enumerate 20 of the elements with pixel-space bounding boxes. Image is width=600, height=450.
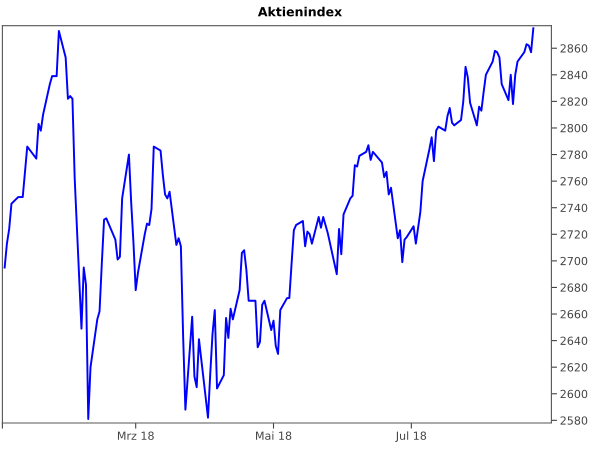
y-tick-label: 2600	[560, 390, 588, 398]
y-tick-label: 2760	[560, 177, 588, 186]
y-tick-label: 2660	[560, 310, 588, 318]
y-tick-label: 2780	[560, 150, 588, 159]
x-tick-label: Jul 18	[395, 431, 426, 442]
x-tick-label: Mrz 18	[118, 432, 154, 440]
line-series	[4, 27, 534, 420]
y-tick-label: 2860	[560, 44, 588, 53]
y-tick-label: 2740	[560, 204, 588, 212]
y-tick-label: 2720	[560, 230, 588, 239]
x-tick-label: Mai 18	[256, 431, 292, 440]
y-tick-label: 2620	[560, 363, 588, 372]
y-tick-label: 2800	[560, 124, 588, 132]
y-tick-label: 2680	[560, 283, 588, 292]
y-tick-label: 2580	[560, 416, 588, 425]
y-tick-label: 2820	[560, 97, 588, 106]
y-tick-label: 2640	[560, 336, 588, 345]
y-tick-label: 2840	[560, 70, 588, 80]
y-tick-label: 2700	[560, 256, 588, 266]
chart-title: Aktienindex	[258, 6, 342, 16]
